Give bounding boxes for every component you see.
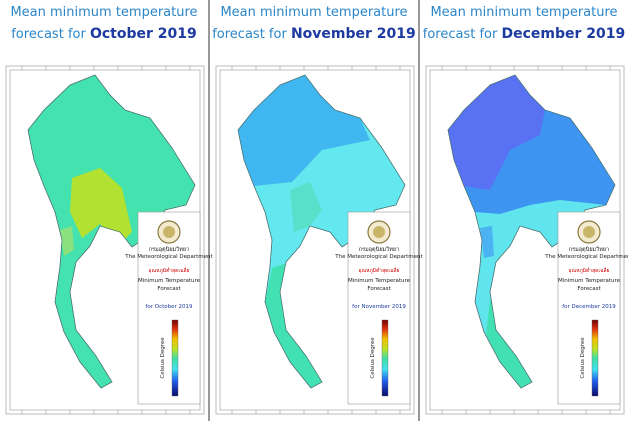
temperature-zone xyxy=(290,182,322,232)
unit: Celsius Degree xyxy=(580,337,586,379)
agency: The Meteorological Department xyxy=(544,254,628,260)
subheading: Forecast xyxy=(157,286,181,292)
agency-thai: กรมอุตุนิยมวิทยา xyxy=(359,246,399,253)
agency-logo-inner xyxy=(163,226,175,238)
legend-box xyxy=(347,211,411,405)
title-line: forecast for December 2019 xyxy=(423,26,626,42)
heading: Minimum Temperature xyxy=(348,278,411,284)
heading: Minimum Temperature xyxy=(138,278,201,284)
title-prefix: forecast for xyxy=(423,27,498,42)
heading-thai: อุณหภูมิต่ำสุดเฉลี่ย xyxy=(569,267,610,274)
heading-thai: อุณหภูมิต่ำสุดเฉลี่ย xyxy=(149,267,190,274)
title-prefix: forecast for xyxy=(212,27,287,42)
color-scale xyxy=(171,319,179,397)
temperature-zone xyxy=(60,226,74,256)
title-month: December 2019 xyxy=(501,26,625,42)
period: for October 2019 xyxy=(145,304,193,310)
color-scale xyxy=(591,319,599,397)
country-outline xyxy=(447,74,616,389)
country-outline xyxy=(27,74,196,389)
forecast-panel: Mean minimum temperature forecast for Oct… xyxy=(5,5,214,415)
title-line: Mean minimum temperature xyxy=(10,5,197,20)
temperature-zone xyxy=(70,168,132,244)
period: for December 2019 xyxy=(562,304,616,310)
country-outline xyxy=(237,74,406,389)
subheading: Forecast xyxy=(577,286,601,292)
agency: The Meteorological Department xyxy=(124,254,213,260)
legend-box xyxy=(557,211,621,405)
agency-logo-inner xyxy=(583,226,595,238)
temperature-zone xyxy=(238,75,370,186)
title-line: Mean minimum temperature xyxy=(430,5,617,20)
title-line: Mean minimum temperature xyxy=(220,5,407,20)
agency-logo-inner xyxy=(373,226,385,238)
title-prefix: forecast for xyxy=(11,27,86,42)
heading: Minimum Temperature xyxy=(558,278,621,284)
agency-thai: กรมอุตุนิยมวิทยา xyxy=(149,246,189,253)
heading-thai: อุณหภูมิต่ำสุดเฉลี่ย xyxy=(359,267,400,274)
subheading: Forecast xyxy=(367,286,391,292)
forecast-panel: Mean minimum temperature forecast for Dec… xyxy=(423,5,628,415)
title-month: October 2019 xyxy=(90,26,197,42)
title-line: forecast for November 2019 xyxy=(212,26,416,42)
agency: The Meteorological Department xyxy=(334,254,423,260)
color-scale xyxy=(381,319,389,397)
legend-box xyxy=(137,211,201,405)
agency-thai: กรมอุตุนิยมวิทยา xyxy=(569,246,609,253)
forecast-panel: Mean minimum temperature forecast for Nov… xyxy=(212,5,424,415)
temperature-zone xyxy=(480,226,494,258)
period: for November 2019 xyxy=(352,304,406,310)
title-line: forecast for October 2019 xyxy=(11,26,197,42)
title-month: November 2019 xyxy=(291,26,416,42)
unit: Celsius Degree xyxy=(160,337,166,379)
unit: Celsius Degree xyxy=(370,337,376,379)
temperature-zone xyxy=(448,75,545,190)
